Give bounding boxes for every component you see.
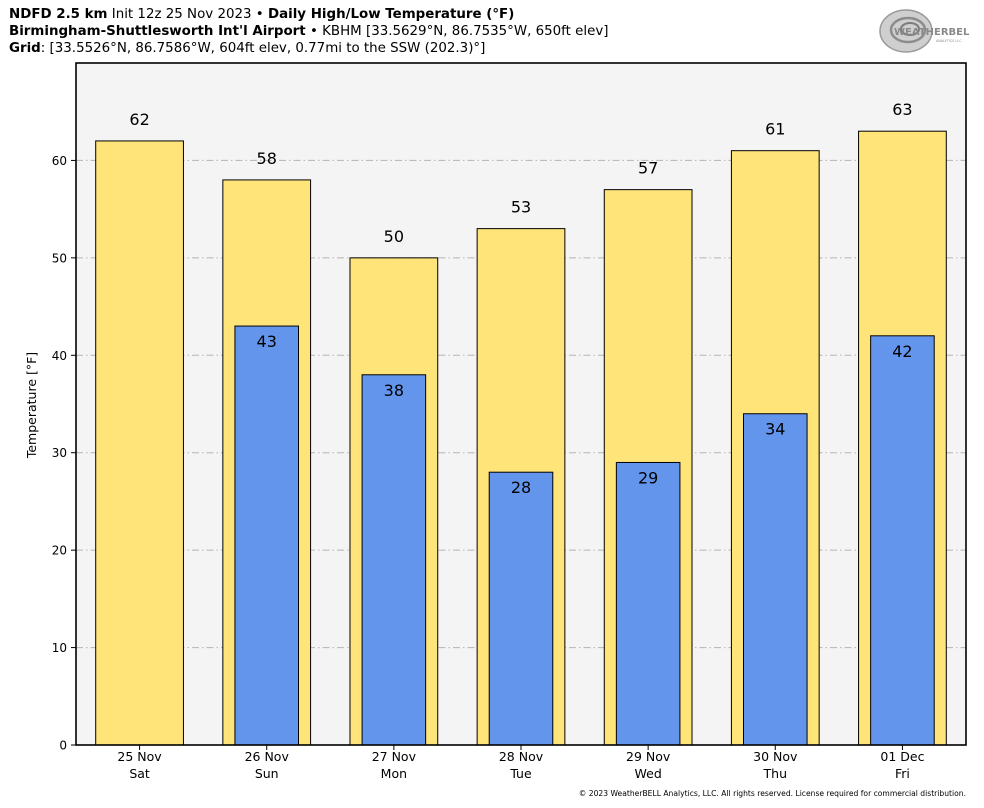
product-name: Daily High/Low Temperature (°F) xyxy=(267,7,515,22)
model-name: NDFD 2.5 km xyxy=(9,7,108,22)
low-bar xyxy=(488,471,554,746)
x-tick-date: 30 Nov xyxy=(753,749,798,764)
init-time: Init 12z 25 Nov 2023 xyxy=(111,7,252,22)
x-tick-date: 27 Nov xyxy=(372,749,417,764)
x-axis-ticks: 25 Nov Sat 26 Nov Sun 27 Nov Mon 28 Nov Tue 29 N… xyxy=(117,745,925,781)
high-value-label: 63 xyxy=(892,100,912,119)
low-value-label: 29 xyxy=(638,468,658,487)
y-tick-label: 30 xyxy=(52,446,67,460)
low-bar xyxy=(361,374,427,746)
y-tick-label: 10 xyxy=(52,641,67,655)
low-value-label: 28 xyxy=(511,478,531,497)
bar-value-labels: 62 58 50 53 57 61 63 43 38 28 29 34 42 xyxy=(129,100,912,497)
high-value-label: 57 xyxy=(638,159,658,178)
high-value-label: 61 xyxy=(765,120,785,139)
x-tick-date: 29 Nov xyxy=(626,749,671,764)
low-bar xyxy=(234,325,300,746)
x-tick-date: 01 Dec xyxy=(880,749,924,764)
x-tick-day: Wed xyxy=(635,766,662,781)
high-bar xyxy=(95,140,184,746)
y-tick-label: 20 xyxy=(52,544,67,558)
x-tick-date: 26 Nov xyxy=(245,749,290,764)
low-value-label: 38 xyxy=(384,381,404,400)
y-tick-label: 40 xyxy=(52,349,67,363)
header-line-product: NDFD 2.5 km Init 12z 25 Nov 2023 • Daily… xyxy=(9,6,514,23)
y-tick-label: 0 xyxy=(59,739,67,753)
x-tick-date: 28 Nov xyxy=(499,749,544,764)
y-axis-label: Temperature [°F] xyxy=(24,352,39,459)
low-value-label: 42 xyxy=(892,342,912,361)
logo-swirl-inner xyxy=(900,22,920,36)
logo-text: WEATHERBELL xyxy=(894,27,970,38)
separator: • xyxy=(309,24,318,39)
low-bar xyxy=(615,461,681,746)
x-tick-day: Mon xyxy=(381,766,407,781)
station-name: Birmingham-Shuttlesworth Int'l Airport xyxy=(9,24,306,39)
low-bar xyxy=(870,335,935,746)
high-value-label: 50 xyxy=(384,227,404,246)
grid-label: Grid xyxy=(9,41,41,56)
x-tick-day: Tue xyxy=(509,766,532,781)
high-value-label: 62 xyxy=(129,110,149,129)
x-tick-day: Sat xyxy=(129,766,150,781)
low-bar xyxy=(743,413,808,746)
header-line-station: Birmingham-Shuttlesworth Int'l Airport •… xyxy=(9,23,609,40)
logo-swirl-mid xyxy=(889,16,927,44)
copyright-notice: © 2023 WeatherBELL Analytics, LLC. All r… xyxy=(578,789,966,798)
header-line-grid: Grid: [33.5526°N, 86.7586°W, 604ft elev,… xyxy=(9,40,485,57)
low-value-label: 34 xyxy=(765,420,785,439)
x-tick-day: Fri xyxy=(895,766,910,781)
station-info: KBHM [33.5629°N, 86.7535°W, 650ft elev] xyxy=(322,24,609,39)
weatherbell-logo: WEATHERBELL ANALYTICS LLC xyxy=(879,9,970,53)
low-value-label: 43 xyxy=(257,332,277,351)
separator: • xyxy=(255,7,264,22)
y-axis-ticks: 0 10 20 30 40 50 60 xyxy=(52,154,76,753)
grid-info: : [33.5526°N, 86.7586°W, 604ft elev, 0.7… xyxy=(40,41,486,56)
logo-subtext: ANALYTICS LLC xyxy=(936,39,962,43)
y-tick-label: 60 xyxy=(52,154,67,168)
x-tick-day: Thu xyxy=(763,766,787,781)
low-temperature-bars xyxy=(234,325,935,746)
high-value-label: 53 xyxy=(511,198,531,217)
x-tick-date: 25 Nov xyxy=(117,749,162,764)
x-tick-day: Sun xyxy=(255,766,279,781)
high-value-label: 58 xyxy=(257,149,277,168)
y-tick-label: 50 xyxy=(52,251,67,265)
